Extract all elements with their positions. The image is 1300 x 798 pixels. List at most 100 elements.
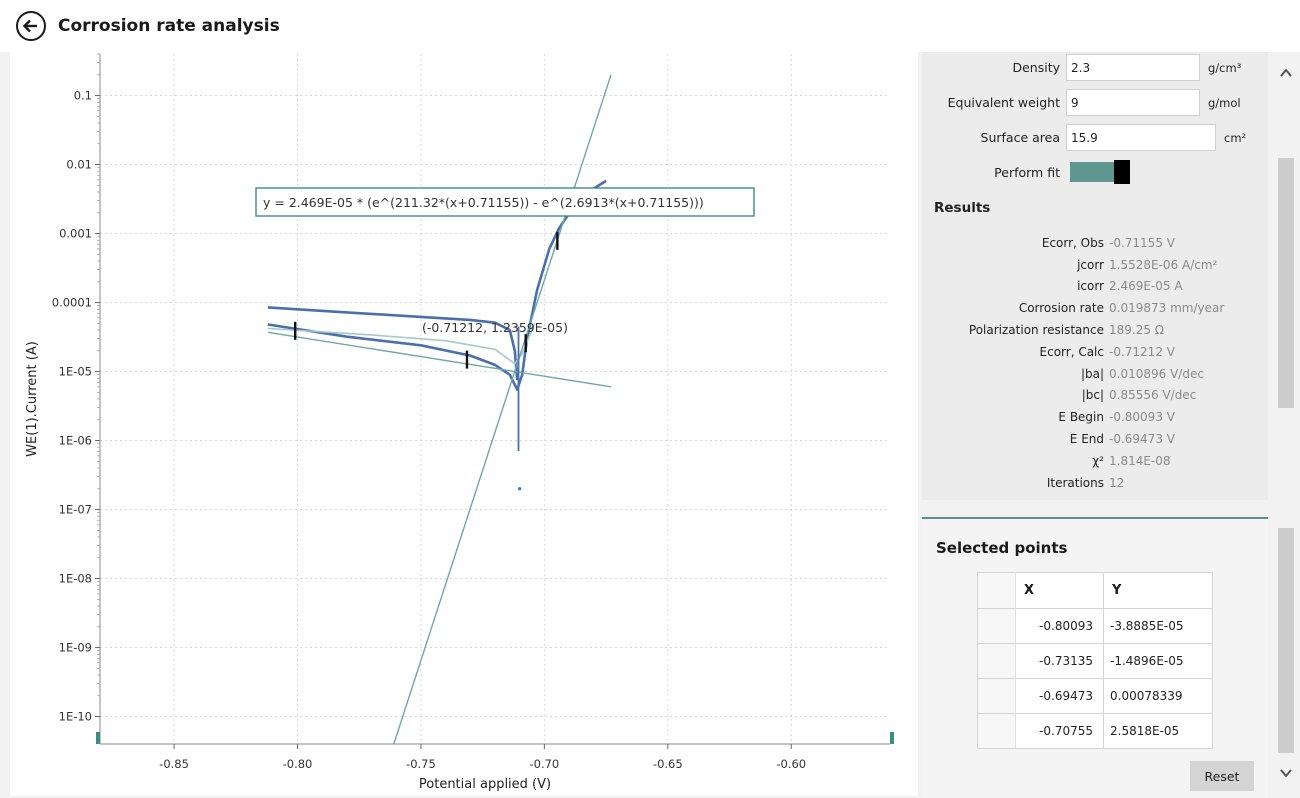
x-tick-label: -0.70: [529, 757, 559, 771]
result-label: Ecorr, Obs: [1041, 235, 1104, 250]
result-label: Ecorr, Calc: [1039, 344, 1104, 359]
cell-x: -0.80093: [1015, 608, 1104, 644]
equivalent-weight-input[interactable]: [1066, 89, 1200, 116]
scrollbar-track-lower[interactable]: [1278, 528, 1294, 753]
density-input[interactable]: [1066, 54, 1200, 81]
perform-fit-toggle[interactable]: [1070, 160, 1130, 184]
cell-y: -1.4896E-05: [1103, 643, 1213, 679]
result-value: 0.85556 V/dec: [1109, 388, 1197, 403]
side-panel: Density g/cm³ Equivalent weight g/mol Su…: [922, 52, 1272, 798]
y-tick-label: 1E-05: [59, 365, 92, 379]
y-tick-label: 0.1: [74, 89, 92, 103]
y-tick-label: 1E-10: [59, 710, 92, 724]
title-bar: Corrosion rate analysis: [0, 0, 1300, 52]
cell-y: 2.5818E-05: [1103, 713, 1213, 749]
x-tick-label: -0.65: [653, 757, 683, 771]
result-value: -0.71155 V: [1109, 235, 1175, 250]
result-row: icorr 2.469E-05 A: [922, 276, 1268, 298]
reset-button[interactable]: Reset: [1190, 761, 1254, 791]
corrosion-chart[interactable]: 0.1 0.01 0.001 0.0001 1E-05 1E-06 1E-07 1E-08 1E…: [10, 52, 918, 796]
result-row: Polarization resistance 189.25 Ω: [922, 319, 1268, 341]
page-title: Corrosion rate analysis: [58, 16, 280, 36]
cell-y: -3.8885E-05: [1103, 608, 1213, 644]
row-gutter[interactable]: [977, 608, 1016, 644]
chevron-down-icon[interactable]: [1278, 766, 1294, 780]
cell-x: -0.73135: [1015, 643, 1104, 679]
back-button[interactable]: [16, 11, 46, 41]
y-tick-label: 1E-08: [59, 572, 92, 586]
selected-points-panel: Selected points X Y -0.80093 -3.8885E-05-…: [922, 519, 1268, 798]
y-tick-label: 1E-06: [59, 434, 92, 448]
fit-equation-box: [255, 187, 755, 217]
result-row: E Begin -0.80093 V: [922, 406, 1268, 428]
y-tick-label: 1E-09: [59, 641, 92, 655]
result-row: Corrosion rate 0.019873 mm/year: [922, 297, 1268, 319]
result-row: jcorr 1.5528E-06 A/cm²: [922, 254, 1268, 276]
perform-fit-row: Perform fit: [922, 160, 1130, 184]
column-header-x[interactable]: X: [1015, 572, 1104, 609]
result-row: |bc| 0.85556 V/dec: [922, 385, 1268, 407]
equivalent-weight-label: Equivalent weight: [947, 95, 1060, 110]
series-smoothed[interactable]: [267, 323, 536, 365]
column-header-y[interactable]: Y: [1103, 572, 1213, 609]
x-axis-title: Potential applied (V): [419, 777, 551, 792]
result-value: 0.019873 mm/year: [1109, 301, 1225, 316]
result-label: |ba|: [1080, 366, 1104, 381]
result-value: -0.71212 V: [1109, 344, 1175, 359]
surface-area-unit: cm²: [1224, 130, 1247, 145]
vertical-scrollbar[interactable]: [1272, 52, 1300, 798]
result-row: Ecorr, Calc -0.71212 V: [922, 341, 1268, 363]
axis-handle-left[interactable]: [96, 732, 100, 744]
cell-x: -0.69473: [1015, 678, 1104, 714]
scrollbar-thumb[interactable]: [1278, 158, 1294, 408]
plot-area[interactable]: 0.1 0.01 0.001 0.0001 1E-05 1E-06 1E-07 1E-08 1E…: [10, 52, 918, 796]
toggle-knob[interactable]: [1114, 160, 1130, 184]
y-tick-label: 0.001: [59, 227, 92, 241]
x-tick-label: -0.75: [406, 757, 436, 771]
series-data-forward[interactable]: [267, 306, 519, 381]
point-annotation: (-0.71212, 1.2359E-05): [422, 320, 568, 335]
surface-area-label: Surface area: [980, 130, 1060, 145]
result-value: -0.80093 V: [1109, 410, 1175, 425]
y-axis-title: WE(1).Current (A): [25, 341, 40, 457]
perform-fit-label: Perform fit: [994, 164, 1060, 180]
table-row[interactable]: -0.70755 2.5818E-05: [977, 713, 1213, 749]
result-label: E End: [1069, 432, 1104, 447]
table-row[interactable]: -0.69473 0.00078339: [977, 678, 1213, 714]
result-value: 0.010896 V/dec: [1109, 366, 1204, 381]
result-label: |bc|: [1081, 388, 1104, 403]
series-cathodic-tafel[interactable]: [267, 331, 612, 388]
equivalent-weight-row: Equivalent weight g/mol: [922, 89, 1241, 116]
density-label: Density: [1012, 60, 1060, 75]
equivalent-weight-unit: g/mol: [1208, 95, 1241, 110]
row-gutter-header: [977, 572, 1016, 609]
outlier-point: [518, 487, 522, 491]
fit-equation-text: y = 2.469E-05 * (e^(211.32*(x+0.71155)) …: [263, 195, 704, 210]
density-unit: g/cm³: [1208, 60, 1242, 75]
table-row[interactable]: -0.73135 -1.4896E-05: [977, 643, 1213, 679]
results-list: Ecorr, Obs -0.71155 V jcorr 1.5528E-06 A/cm…: [922, 232, 1268, 494]
table-header-row: X Y: [977, 572, 1213, 609]
chevron-up-icon[interactable]: [1278, 66, 1294, 80]
result-label: Iterations: [1046, 475, 1104, 490]
axis-handle-right[interactable]: [890, 732, 894, 744]
result-row: Iterations 12: [922, 472, 1268, 494]
result-label: E Begin: [1058, 410, 1104, 425]
results-heading: Results: [934, 200, 991, 216]
y-tick-label: 0.0001: [52, 296, 92, 310]
row-gutter[interactable]: [977, 713, 1016, 749]
series-anodic-tafel[interactable]: [393, 74, 612, 745]
x-tick-label: -0.85: [159, 757, 189, 771]
selected-points-table: X Y -0.80093 -3.8885E-05 -0.73135 -1.4896E-…: [977, 572, 1213, 749]
result-label: icorr: [1077, 279, 1104, 294]
row-gutter[interactable]: [977, 643, 1016, 679]
table-row[interactable]: -0.80093 -3.8885E-05: [977, 608, 1213, 644]
density-row: Density g/cm³: [922, 54, 1241, 81]
row-gutter[interactable]: [977, 678, 1016, 714]
cell-y: 0.00078339: [1103, 678, 1213, 714]
result-row: E End -0.69473 V: [922, 428, 1268, 450]
result-value: 1.814E-08: [1109, 453, 1171, 468]
result-row: Ecorr, Obs -0.71155 V: [922, 232, 1268, 254]
result-value: 12: [1109, 475, 1125, 490]
surface-area-input[interactable]: [1066, 124, 1216, 151]
